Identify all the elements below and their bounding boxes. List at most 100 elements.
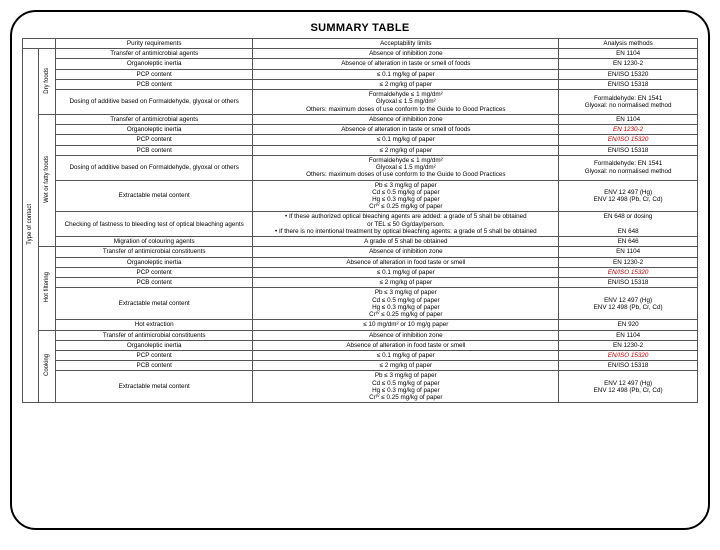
limits-cell: Absence of alteration in food taste or s… [253,257,559,267]
limits-cell: ≤ 2 mg/kg of paper [253,145,559,155]
methods-cell: EN/ISO 15318 [559,79,698,89]
header-limits: Acceptability limits [253,39,559,49]
methods-cell: EN 1104 [559,330,698,340]
purity-cell: PCP content [55,135,253,145]
table-row: PCP content≤ 0.1 mg/kg of paperEN/ISO 15… [23,267,698,277]
group-category-label: Wet or fatty foods [44,156,51,203]
summary-table: Purity requirementsAcceptability limitsA… [22,38,698,403]
table-row: Extractable metal contentPb ≤ 3 mg/kg of… [23,288,698,320]
methods-cell: EN 648 or dosingEN 648 [559,212,698,237]
table-row: Extractable metal contentPb ≤ 3 mg/kg of… [23,180,698,212]
table-row: PCB content≤ 2 mg/kg of paperEN/ISO 1531… [23,79,698,89]
methods-cell: EN 1230-2 [559,340,698,350]
limits-cell: ≤ 0.1 mg/kg of paper [253,267,559,277]
purity-cell: PCB content [55,145,253,155]
methods-cell: EN 920 [559,320,698,330]
purity-cell: Extractable metal content [55,288,253,320]
limits-cell: Absence of alteration in taste or smell … [253,59,559,69]
table-row: PCP content≤ 0.1 mg/kg of paperEN/ISO 15… [23,135,698,145]
table-row: Organoleptic inertiaAbsence of alteratio… [23,59,698,69]
limits-cell: Pb ≤ 3 mg/kg of paperCd ≤ 0.5 mg/kg of p… [253,371,559,403]
methods-cell: EN/ISO 15318 [559,361,698,371]
purity-cell: Dosing of additive based on Formaldehyde… [55,155,253,180]
table-row: Migration of colouring agentsA grade of … [23,237,698,247]
limits-cell: ≤ 0.1 mg/kg of paper [253,69,559,79]
purity-cell: PCP content [55,267,253,277]
limits-cell: ≤ 0.1 mg/kg of paper [253,350,559,360]
table-row: Extractable metal contentPb ≤ 3 mg/kg of… [23,371,698,403]
group-category: Cooking [39,330,55,403]
purity-cell: Checking of fastness to bleeding test of… [55,212,253,237]
limits-cell: Absence of alteration in taste or smell … [253,125,559,135]
purity-cell: Transfer of antimicrobial agents [55,49,253,59]
methods-cell: Formaldehyde: EN 1541Glyoxal: no normali… [559,155,698,180]
purity-cell: Organoleptic inertia [55,59,253,69]
header-purity: Purity requirements [55,39,253,49]
limits-cell: Absence of inhibition zone [253,247,559,257]
slide-frame: SUMMARY TABLE Purity requirementsAccepta… [10,10,710,530]
methods-cell: EN/ISO 15318 [559,278,698,288]
limits-cell: ≤ 0.1 mg/kg of paper [253,135,559,145]
purity-cell: PCB content [55,361,253,371]
limits-cell: ≤ 2 mg/kg of paper [253,361,559,371]
limits-cell: Absence of inhibition zone [253,330,559,340]
table-row: PCB content≤ 2 mg/kg of paperEN/ISO 1531… [23,278,698,288]
table-title: SUMMARY TABLE [22,22,698,34]
table-row: Hot filteringTransfer of antimicrobial c… [23,247,698,257]
group-category: Hot filtering [39,247,55,330]
table-row: Dosing of additive based on Formaldehyde… [23,90,698,115]
methods-cell: EN 646 [559,237,698,247]
header-blank [23,39,56,49]
group-category-label: Hot filtering [44,272,51,302]
table-row: PCB content≤ 2 mg/kg of paperEN/ISO 1531… [23,361,698,371]
limits-cell: Pb ≤ 3 mg/kg of paperCd ≤ 0.5 mg/kg of p… [253,180,559,212]
table-row: CookingTransfer of antimicrobial constit… [23,330,698,340]
methods-cell: EN/ISO 15320 [559,267,698,277]
header-methods: Analysis methods [559,39,698,49]
limits-cell: ≤ 2 mg/kg of paper [253,278,559,288]
table-row: Organoleptic inertiaAbsence of alteratio… [23,340,698,350]
limits-cell: Formaldehyde ≤ 1 mg/dm²Glyoxal ≤ 1.5 mg/… [253,155,559,180]
table-row: PCP content≤ 0.1 mg/kg of paperEN/ISO 15… [23,69,698,79]
table-row: PCB content≤ 2 mg/kg of paperEN/ISO 1531… [23,145,698,155]
methods-cell: EN/ISO 15320 [559,350,698,360]
methods-cell: EN/ISO 15320 [559,69,698,79]
group-category-label: Cooking [44,354,51,376]
purity-cell: Migration of colouring agents [55,237,253,247]
table-row: Wet or fatty foodsTransfer of antimicrob… [23,114,698,124]
purity-cell: Organoleptic inertia [55,340,253,350]
table-row: Organoleptic inertiaAbsence of alteratio… [23,125,698,135]
purity-cell: Extractable metal content [55,371,253,403]
methods-cell: EN 1104 [559,114,698,124]
methods-cell: EN/ISO 15318 [559,145,698,155]
group-category-label: Dry foods [44,68,51,94]
limits-cell: Absence of inhibition zone [253,49,559,59]
limits-cell: Pb ≤ 3 mg/kg of paperCd ≤ 0.5 mg/kg of p… [253,288,559,320]
limits-cell: ≤ 10 mg/dm² or 10 mg/g paper [253,320,559,330]
table-row: PCP content≤ 0.1 mg/kg of paperEN/ISO 15… [23,350,698,360]
limits-cell: Absence of inhibition zone [253,114,559,124]
purity-cell: PCP content [55,350,253,360]
purity-cell: Transfer of antimicrobial constituents [55,247,253,257]
table-row: Type of contactDry foodsTransfer of anti… [23,49,698,59]
group-category: Wet or fatty foods [39,114,55,247]
purity-cell: Transfer of antimicrobial agents [55,114,253,124]
table-row: Checking of fastness to bleeding test of… [23,212,698,237]
methods-cell: ENV 12 497 (Hg)ENV 12 498 (Pb, Cr, Cd) [559,371,698,403]
limits-cell: Formaldehyde ≤ 1 mg/dm²Glyoxal ≤ 1.5 mg/… [253,90,559,115]
purity-cell: Hot extraction [55,320,253,330]
purity-cell: Dosing of additive based on Formaldehyde… [55,90,253,115]
methods-cell: EN 1104 [559,247,698,257]
limits-cell: • If these authorized optical bleaching … [253,212,559,237]
outer-category: Type of contact [23,49,39,403]
methods-cell: EN/ISO 15320 [559,135,698,145]
table-row: Organoleptic inertiaAbsence of alteratio… [23,257,698,267]
outer-category-label: Type of contact [27,204,34,245]
purity-cell: Organoleptic inertia [55,125,253,135]
methods-cell: ENV 12 497 (Hg)ENV 12 498 (Pb, Cr, Cd) [559,180,698,212]
methods-cell: Formaldehyde: EN 1541Glyoxal: no normali… [559,90,698,115]
purity-cell: PCB content [55,79,253,89]
table-row: Hot extraction≤ 10 mg/dm² or 10 mg/g pap… [23,320,698,330]
methods-cell: EN 1230-2 [559,59,698,69]
purity-cell: PCB content [55,278,253,288]
